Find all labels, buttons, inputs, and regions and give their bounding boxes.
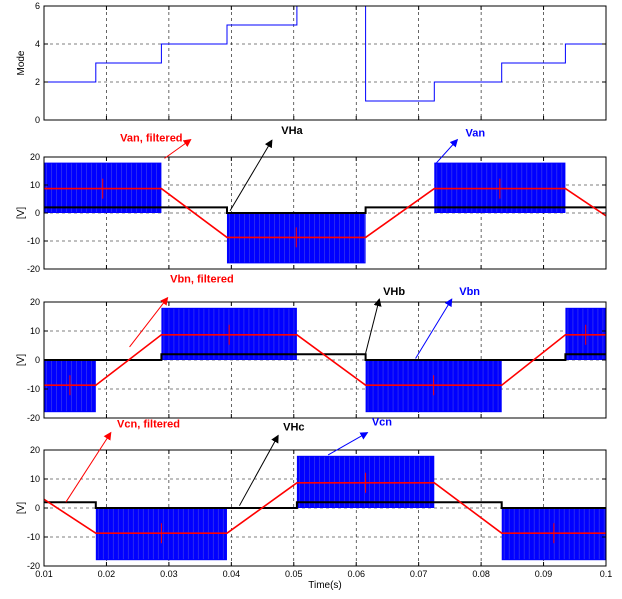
series-line	[44, 501, 606, 509]
x-tick-label: 0.05	[285, 569, 303, 579]
y-tick-label: -20	[27, 561, 40, 571]
series-line	[44, 187, 606, 239]
chart-panel-3: -20 -10 0 10 20 [V] Vbn, filtered VHb Vbn	[16, 274, 607, 423]
annotation-arrow	[435, 138, 459, 164]
x-tick-label: 0.1	[600, 569, 613, 579]
y-tick-label: 2	[35, 77, 40, 87]
annotation-label: VHc	[283, 422, 304, 434]
x-tick-label: 0.09	[535, 569, 553, 579]
x-tick-label: 0.04	[223, 569, 241, 579]
y-tick-label: 0	[35, 503, 40, 513]
annotation-label: Vcn	[372, 416, 392, 428]
y-axis-label: [V]	[16, 207, 27, 219]
series-line	[44, 6, 606, 102]
x-tick-label: 0.06	[347, 569, 365, 579]
y-tick-label: 0	[35, 115, 40, 125]
plot-content	[44, 307, 606, 413]
chart-panel-4: -20 -10 0 10 20 0.01 0.02 0.03 0.04 0.05 0.06 0.07 0…	[16, 416, 612, 591]
chart-panel-2: -20 -10 0 10 20 [V] Van, filtered VHa Van	[16, 125, 607, 274]
plot-content	[44, 162, 606, 264]
x-tick-label: 0.03	[160, 569, 178, 579]
y-tick-label: -10	[27, 532, 40, 542]
x-tick-label: 0.07	[410, 569, 428, 579]
y-tick-label: 20	[30, 152, 40, 162]
y-tick-label: 10	[30, 180, 40, 190]
annotation-label: Vbn	[459, 286, 480, 298]
annotation-label: Vcn, filtered	[117, 419, 180, 431]
series-line	[44, 333, 606, 387]
series-line	[44, 481, 606, 535]
y-tick-label: 20	[30, 297, 40, 307]
annotation-arrow	[164, 139, 192, 159]
annotation-arrow	[229, 139, 273, 212]
chart-panel-1: 0 2 4 6 Mode	[16, 1, 607, 125]
y-axis-label: [V]	[16, 354, 27, 366]
annotation-arrow	[327, 432, 369, 456]
x-tick-label: 0.01	[35, 569, 53, 579]
y-tick-label: -20	[27, 264, 40, 274]
y-tick-label: -10	[27, 384, 40, 394]
x-tick-label: 0.02	[98, 569, 116, 579]
series-line	[44, 206, 606, 214]
annotation-label: VHb	[383, 286, 405, 298]
x-axis-label: Time(s)	[308, 580, 342, 591]
y-tick-label: 0	[35, 208, 40, 218]
annotation-arrow	[129, 296, 169, 348]
y-tick-label: 10	[30, 326, 40, 336]
y-tick-label: 6	[35, 1, 40, 11]
y-tick-label: -20	[27, 413, 40, 423]
y-tick-label: 0	[35, 355, 40, 365]
series-line	[44, 353, 606, 361]
y-tick-label: -10	[27, 236, 40, 246]
y-tick-label: 20	[30, 445, 40, 455]
annotation-label: VHa	[281, 125, 303, 137]
annotation-arrow	[239, 434, 279, 506]
annotation-arrow	[415, 298, 453, 359]
annotation-arrow	[65, 431, 112, 503]
plot-content	[44, 455, 606, 561]
annotation-label: Van, filtered	[120, 133, 182, 145]
y-axis-label: Mode	[16, 50, 27, 75]
y-axis-label: [V]	[16, 502, 27, 514]
y-tick-label: 10	[30, 474, 40, 484]
y-tick-label: 4	[35, 39, 40, 49]
annotation-label: Vbn, filtered	[170, 274, 234, 286]
annotation-arrow	[365, 298, 382, 354]
plot-content	[44, 6, 606, 102]
annotation-label: Van	[466, 128, 486, 140]
axes-frame	[43, 5, 607, 121]
x-tick-label: 0.08	[472, 569, 490, 579]
